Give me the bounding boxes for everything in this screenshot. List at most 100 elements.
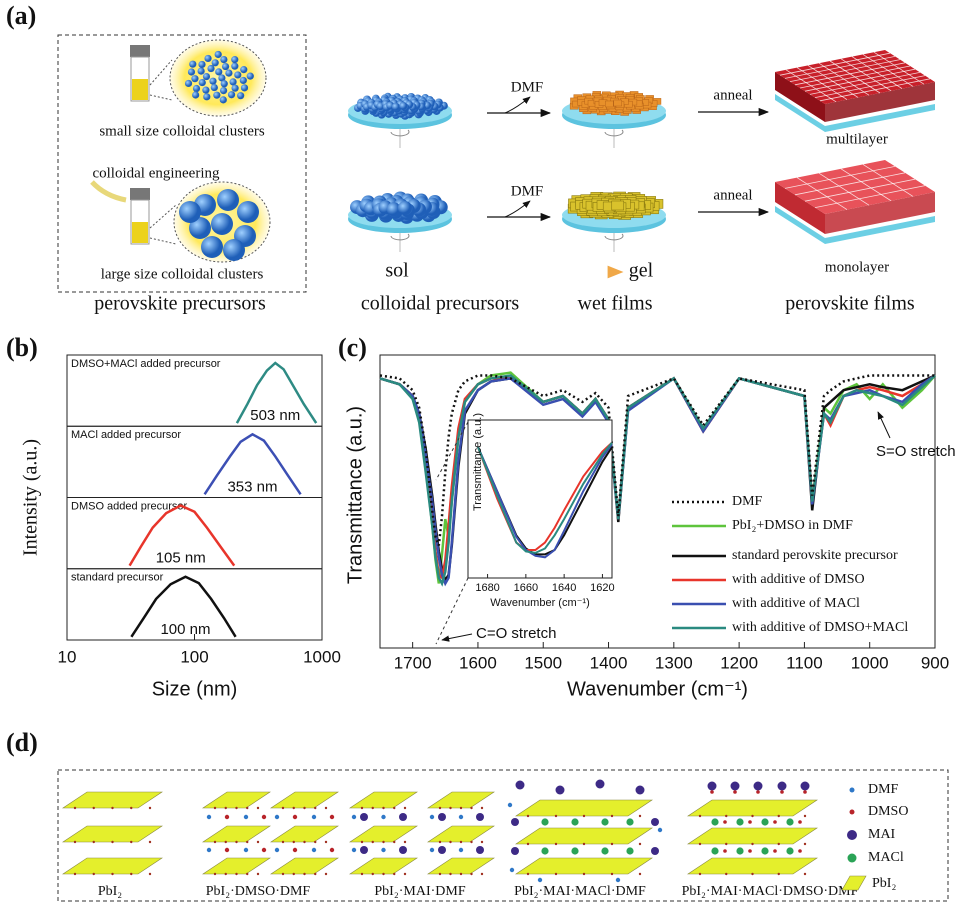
molecule xyxy=(761,818,768,825)
molecule xyxy=(798,849,802,853)
molecule xyxy=(756,790,760,794)
iodide xyxy=(639,873,641,875)
iodide xyxy=(449,873,451,875)
molecule xyxy=(399,846,407,854)
cluster xyxy=(225,70,232,77)
octahedral-sheet xyxy=(428,792,494,808)
cluster xyxy=(188,68,195,75)
molecule xyxy=(225,815,229,819)
molecule xyxy=(850,810,855,815)
iodide xyxy=(439,841,441,843)
iodide xyxy=(303,807,305,809)
zoom-line xyxy=(150,60,172,85)
molecule xyxy=(710,790,714,794)
evaporation-arrow xyxy=(505,201,530,217)
molecule xyxy=(616,878,620,882)
cluster xyxy=(234,71,241,78)
structure-label: PbI₂·MAI·MACl·DMSO·DMF xyxy=(682,884,859,899)
cluster xyxy=(215,51,222,58)
engineering-arrow xyxy=(92,182,126,200)
iodide xyxy=(699,843,701,845)
octahedral-sheet xyxy=(350,858,417,874)
molecule xyxy=(476,846,484,854)
iodide xyxy=(282,873,284,875)
molecule xyxy=(658,828,662,832)
x-tick-label: 1000 xyxy=(303,647,341,666)
molecule xyxy=(244,848,248,852)
iodide xyxy=(555,843,557,845)
dashed-box xyxy=(58,770,948,901)
iodide xyxy=(583,843,585,845)
series-name: MACl added precursor xyxy=(71,429,181,441)
molecule xyxy=(786,847,793,854)
panel-label: (c) xyxy=(338,333,367,362)
iodide xyxy=(257,841,259,843)
iodide xyxy=(725,843,727,845)
iodide xyxy=(93,841,95,843)
iodide xyxy=(246,873,248,875)
iodide xyxy=(449,841,451,843)
iodide xyxy=(470,873,472,875)
octahedral-sheet xyxy=(203,858,270,874)
iodide xyxy=(460,807,462,809)
molecule xyxy=(848,854,857,863)
legend-label: PbI₂+DMSO in DMF xyxy=(732,518,853,533)
molecule xyxy=(736,818,743,825)
x-axis-title: Size (nm) xyxy=(152,678,238,700)
molecule xyxy=(601,847,608,854)
iodide xyxy=(325,873,327,875)
panel-caption: perovskite precursors xyxy=(94,293,266,315)
molecule xyxy=(736,847,743,854)
zoom-guide xyxy=(436,578,468,644)
particle xyxy=(399,102,407,110)
iodide xyxy=(382,841,384,843)
iodide xyxy=(404,873,406,875)
cluster xyxy=(212,59,219,66)
molecule xyxy=(711,847,718,854)
cluster xyxy=(237,201,259,223)
molecule xyxy=(541,818,548,825)
cluster xyxy=(211,213,233,235)
legend-label: with additive of DMSO xyxy=(732,572,865,587)
iodide xyxy=(361,841,363,843)
iodide xyxy=(639,815,641,817)
cluster xyxy=(221,80,228,87)
iodide xyxy=(214,807,216,809)
molecule xyxy=(275,815,279,819)
iodide xyxy=(314,841,316,843)
iodide xyxy=(214,873,216,875)
molecule xyxy=(207,815,211,819)
cluster xyxy=(202,87,209,94)
cluster xyxy=(204,55,211,62)
molecule xyxy=(476,813,484,821)
iodide xyxy=(361,807,363,809)
molecule xyxy=(293,848,297,852)
iodide xyxy=(372,841,374,843)
inset-x-tick-label: 1680 xyxy=(475,582,499,594)
step-label: anneal xyxy=(713,87,752,103)
cluster xyxy=(191,75,198,82)
molecule xyxy=(511,847,519,855)
vial-liquid xyxy=(132,79,148,100)
molecule xyxy=(651,847,659,855)
molecule xyxy=(438,813,446,821)
legend-label: DMF xyxy=(868,782,899,797)
octahedral-sheet xyxy=(271,826,338,842)
sol-label: sol xyxy=(385,260,409,282)
molecule xyxy=(571,847,578,854)
iodide xyxy=(611,815,613,817)
cluster xyxy=(237,92,244,99)
x-tick-label: 100 xyxy=(180,647,208,666)
particle xyxy=(398,201,412,215)
legend-label: with additive of DMSO+MACl xyxy=(732,620,908,635)
molecule xyxy=(430,815,434,819)
octahedral-sheet xyxy=(271,792,338,808)
octahedral-sheet xyxy=(271,858,338,874)
inset-x-tick-label: 1640 xyxy=(552,582,576,594)
iodide xyxy=(314,807,316,809)
x-tick-label: 1200 xyxy=(720,653,758,672)
molecule xyxy=(516,781,525,790)
iodide xyxy=(325,841,327,843)
iodide xyxy=(111,807,113,809)
cluster xyxy=(231,63,238,70)
